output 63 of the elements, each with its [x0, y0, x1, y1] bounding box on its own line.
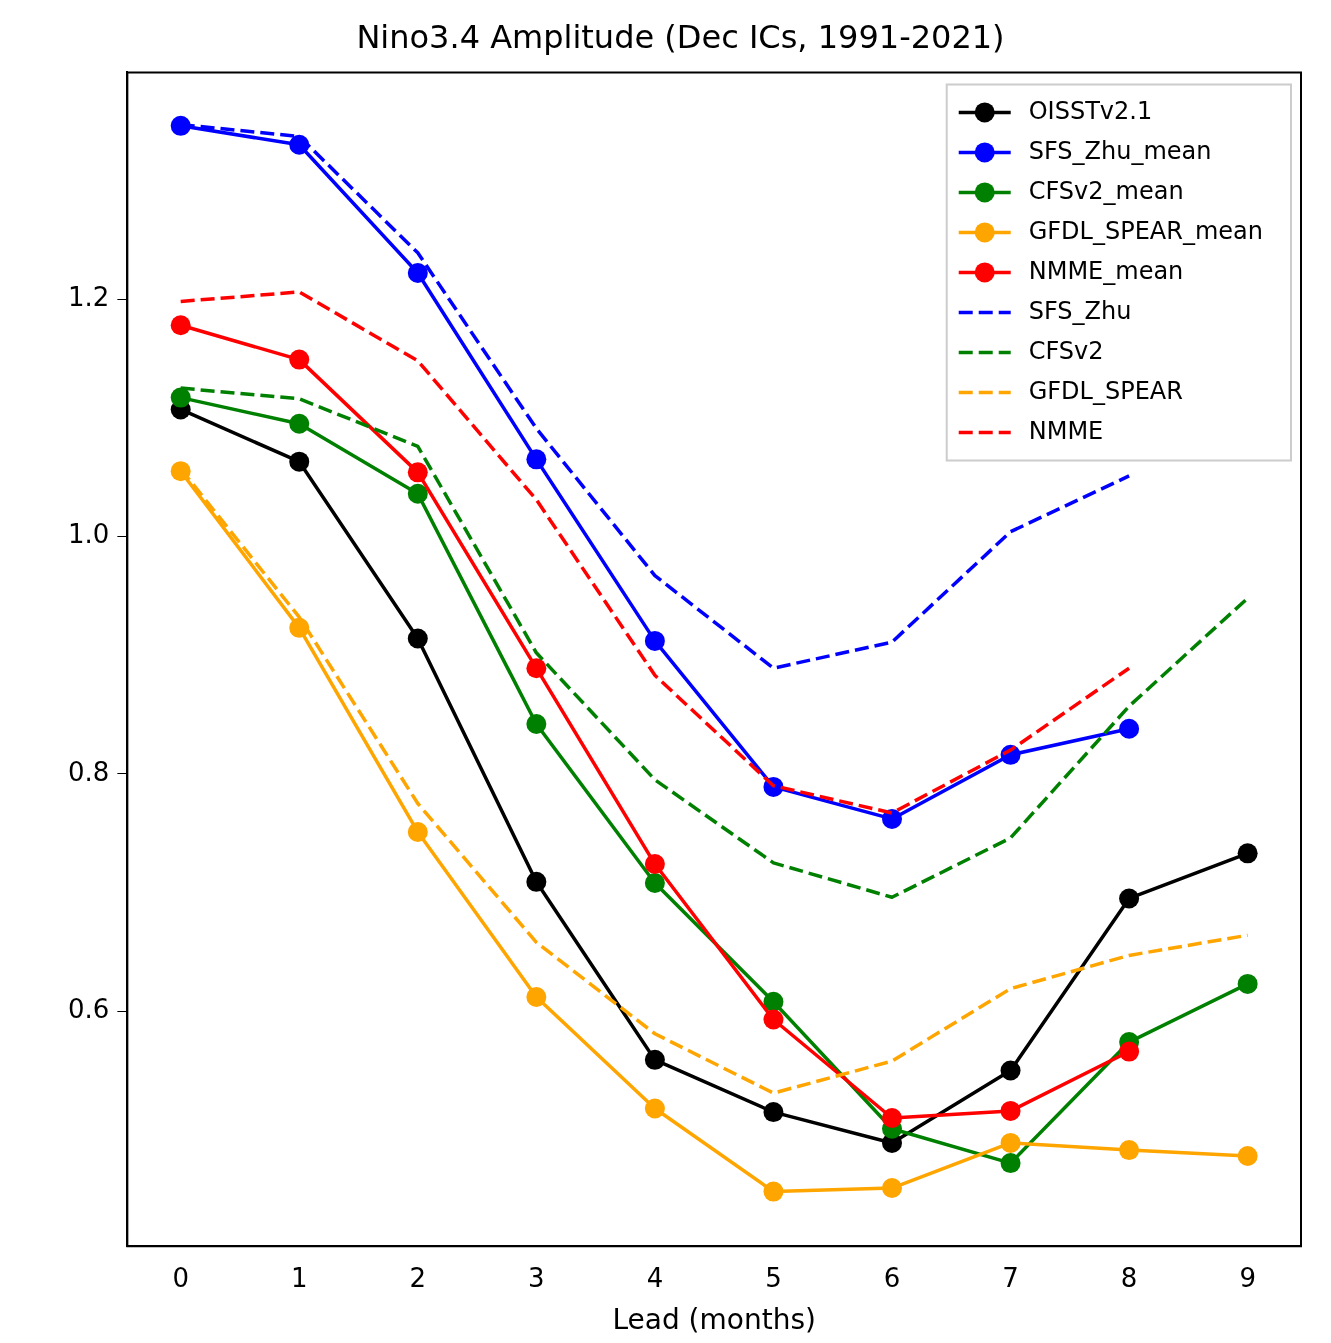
point — [644, 873, 665, 894]
point — [1000, 1153, 1021, 1174]
y-tick-label: 1.2 — [67, 281, 110, 312]
point — [526, 871, 547, 892]
point — [1237, 973, 1258, 994]
y-tick-label: 1.0 — [67, 519, 110, 550]
x-tick-label: 4 — [646, 1262, 664, 1293]
x-tick-label: 7 — [1002, 1262, 1019, 1293]
x-tick-label: 0 — [172, 1262, 189, 1293]
point — [644, 854, 665, 875]
x-tick-label: 9 — [1239, 1262, 1256, 1293]
point — [882, 1108, 902, 1129]
legend-label: CFSv2_mean — [1028, 176, 1184, 205]
point — [289, 349, 310, 370]
legend-label: NMME — [1028, 416, 1104, 445]
legend-label: NMME_mean — [1028, 256, 1184, 285]
x-tick-label: 8 — [1120, 1262, 1138, 1293]
legend-label: SFS_Zhu — [1028, 296, 1132, 325]
point — [170, 387, 191, 408]
point — [526, 658, 547, 679]
legend-label: CFSv2 — [1028, 336, 1104, 365]
x-tick-label: 5 — [765, 1262, 782, 1293]
point — [1237, 1146, 1258, 1166]
y-tick-label: 0.8 — [67, 756, 110, 787]
point — [170, 315, 191, 336]
point — [407, 628, 428, 649]
point — [644, 1098, 665, 1119]
point — [1237, 843, 1258, 864]
point — [763, 1102, 784, 1123]
point — [526, 449, 547, 470]
point — [1119, 888, 1140, 909]
point — [763, 1181, 784, 1202]
point — [882, 808, 902, 829]
point — [644, 630, 665, 651]
legend-label: GFDL_SPEAR_mean — [1028, 216, 1263, 245]
point — [1119, 718, 1140, 739]
point — [644, 1049, 665, 1070]
point — [763, 1009, 784, 1030]
point — [289, 413, 310, 434]
point — [763, 991, 784, 1012]
point — [526, 986, 547, 1007]
x-tick-label: 6 — [883, 1262, 901, 1293]
chart-title: Nino3.4 Amplitude (Dec ICs, 1991-2021) — [356, 17, 1005, 56]
legend-label: SFS_Zhu_mean — [1028, 136, 1212, 165]
x-tick-label: 3 — [528, 1262, 545, 1293]
point — [407, 483, 428, 504]
point — [1119, 1140, 1140, 1161]
x-axis-title: Lead (months) — [612, 1303, 816, 1337]
point — [526, 713, 547, 734]
point — [289, 451, 310, 472]
legend-label: GFDL_SPEAR — [1028, 376, 1183, 405]
x-tick-label: 1 — [290, 1262, 308, 1293]
y-tick-label: 0.6 — [67, 993, 110, 1024]
legend-label: OISSTv2.1 — [1028, 96, 1153, 125]
point — [407, 462, 428, 483]
point — [407, 262, 428, 283]
point — [1000, 1132, 1021, 1153]
point — [882, 1178, 902, 1199]
point — [407, 821, 428, 842]
point — [1000, 1100, 1021, 1121]
x-tick-label: 2 — [409, 1262, 427, 1293]
point — [1000, 1060, 1021, 1081]
point — [1119, 1041, 1140, 1062]
